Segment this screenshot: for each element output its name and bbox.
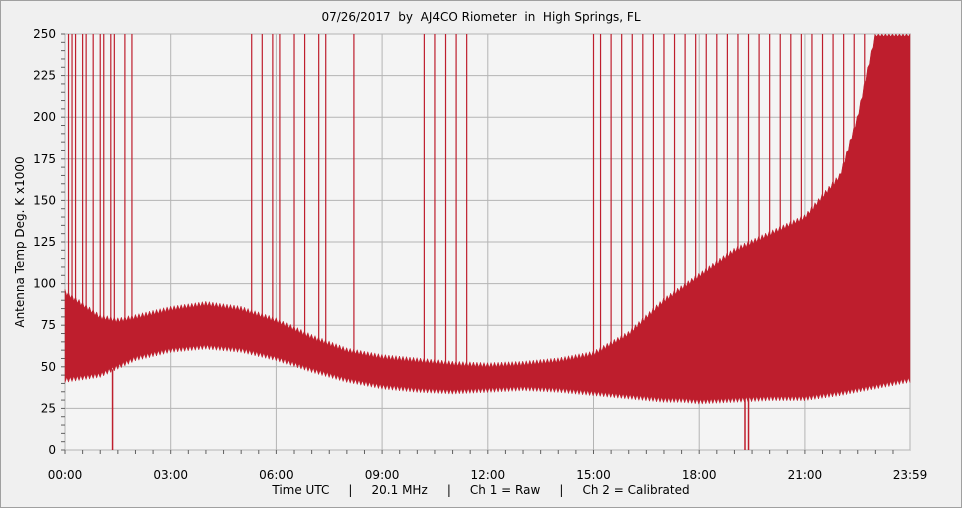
y-tick-label: 250 <box>33 27 56 41</box>
y-tick-label: 150 <box>33 193 56 207</box>
series-layer <box>64 33 911 405</box>
x-tick-label: 23:59 <box>893 468 928 482</box>
x-tick-label: 21:00 <box>788 468 823 482</box>
y-tick-label: 0 <box>48 443 56 457</box>
x-tick-labels: 00:00 03:00 06:00 09:00 12:00 15:00 18:00 21:00… <box>48 468 928 482</box>
x-tick-label: 06:00 <box>259 468 294 482</box>
y-tick-label: 225 <box>33 69 56 83</box>
y-tick-label: 100 <box>33 277 56 291</box>
y-tick-label: 200 <box>33 110 56 124</box>
x-tick-label: 18:00 <box>682 468 717 482</box>
y-tick-label: 75 <box>41 318 56 332</box>
spike-layer <box>67 34 866 450</box>
x-axis-label: Time UTC | 20.1 MHz | Ch 1 = Raw | Ch 2 … <box>272 483 690 497</box>
y-tick-label: 175 <box>33 152 56 166</box>
y-tick-label: 25 <box>41 401 56 415</box>
x-tick-label: 03:00 <box>153 468 188 482</box>
x-tick-label: 12:00 <box>471 468 506 482</box>
x-tick-label: 15:00 <box>576 468 611 482</box>
y-tick-label: 125 <box>33 235 56 249</box>
minor-ticks <box>61 33 894 454</box>
x-tick-label: 00:00 <box>48 468 83 482</box>
chart-title: 07/26/2017 by AJ4CO Riometer in High Spr… <box>321 10 641 24</box>
y-tick-labels: 0 25 50 75 100 125 150 175 200 225 250 <box>33 27 56 457</box>
series-band <box>64 33 911 405</box>
y-tick-label: 50 <box>41 360 56 374</box>
x-tick-label: 09:00 <box>365 468 400 482</box>
